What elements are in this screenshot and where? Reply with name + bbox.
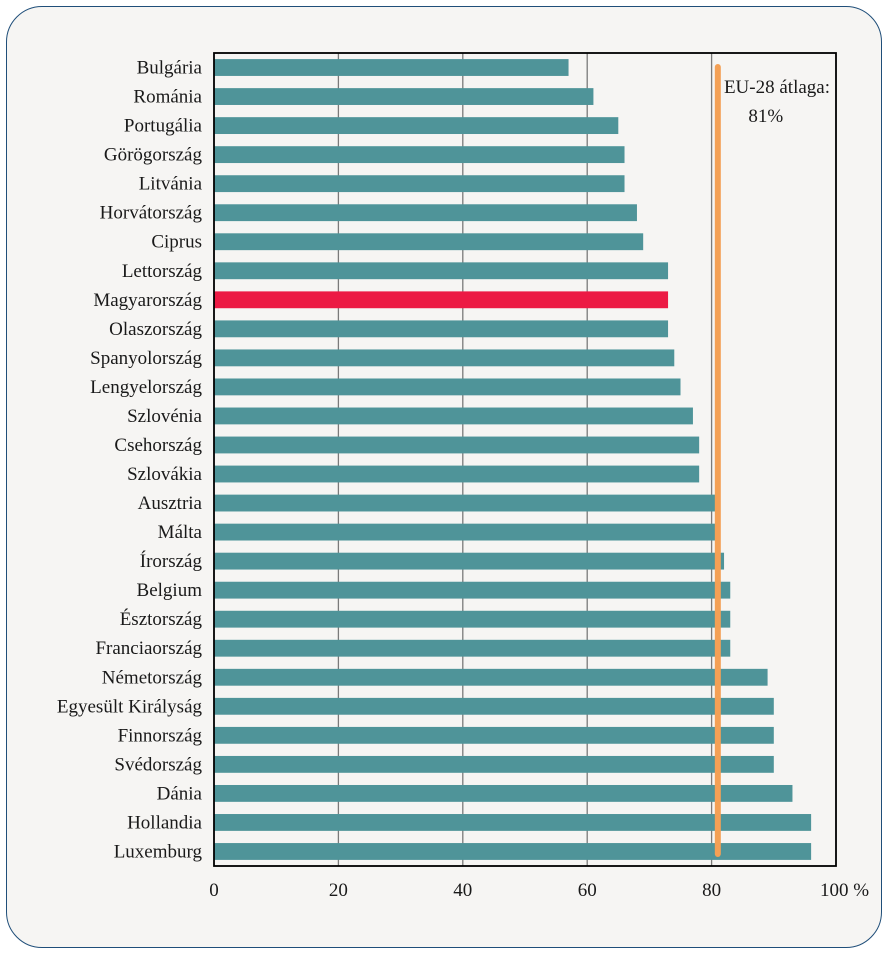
bar <box>214 755 774 773</box>
bar <box>214 88 594 105</box>
bar <box>214 146 625 164</box>
category-label: Szlovénia <box>127 406 202 427</box>
grid-lines <box>337 53 713 866</box>
category-label: Lettország <box>122 261 203 282</box>
category-label: Magyarország <box>93 290 202 311</box>
category-label: Belgium <box>137 580 203 601</box>
bar <box>214 552 725 570</box>
x-tick-label: 20 <box>329 880 348 901</box>
category-label: Portugália <box>124 116 203 137</box>
x-tick-label: 100 % <box>820 880 869 901</box>
bar <box>214 581 731 599</box>
category-label: Bulgária <box>137 58 203 79</box>
category-label: Dánia <box>157 783 203 804</box>
bar <box>214 494 718 512</box>
bar <box>214 668 768 686</box>
category-label: Románia <box>133 87 202 108</box>
category-label: Görögország <box>104 145 203 166</box>
bars <box>214 59 812 860</box>
bar <box>214 523 718 541</box>
bar <box>214 843 812 860</box>
x-tick-label: 0 <box>209 880 219 901</box>
x-tick-label: 60 <box>578 880 597 901</box>
x-tick-labels: 0 20 40 60 80 100 % <box>209 880 869 901</box>
bar <box>214 117 619 135</box>
reference-label-line1: EU-28 átlaga: <box>724 77 830 98</box>
bar <box>214 784 793 802</box>
bar <box>214 697 774 715</box>
bar <box>214 814 812 831</box>
bar <box>214 726 774 744</box>
bar <box>214 320 669 338</box>
category-label: Horvátország <box>100 203 203 224</box>
category-label: Írország <box>140 550 203 572</box>
reference-label-line2: 81% <box>748 106 783 127</box>
category-label: Málta <box>158 522 203 543</box>
category-label: Németország <box>102 667 203 688</box>
category-label: Hollandia <box>127 812 202 833</box>
bar-highlight <box>214 291 669 309</box>
bar <box>214 436 700 454</box>
bar <box>214 378 681 396</box>
bar <box>214 59 569 76</box>
plot-border <box>213 52 837 867</box>
bar <box>214 639 731 657</box>
category-label: Szlovákia <box>127 464 202 485</box>
bar <box>214 407 693 425</box>
bar <box>214 349 675 367</box>
bar <box>214 610 731 628</box>
bar <box>214 204 637 222</box>
x-tick-label: 40 <box>453 880 472 901</box>
bar <box>214 233 644 251</box>
reference-label: EU-28 átlaga: 81% <box>724 77 830 127</box>
bar <box>214 465 700 483</box>
bar <box>214 262 669 280</box>
category-labels: Bulgária Románia Portugália Görögország Litv… <box>57 58 203 863</box>
category-label: Svédország <box>114 754 202 775</box>
category-label: Észtország <box>120 608 203 630</box>
category-label: Litvánia <box>139 174 203 195</box>
category-label: Franciaország <box>95 638 202 659</box>
category-label: Egyesült Királyság <box>57 696 203 717</box>
category-label: Finnország <box>118 725 203 746</box>
category-label: Olaszország <box>109 319 202 340</box>
bar <box>214 175 625 193</box>
category-label: Luxemburg <box>114 841 203 862</box>
category-label: Spanyolország <box>90 348 202 369</box>
category-label: Ciprus <box>151 232 202 253</box>
x-tick-label: 80 <box>702 880 721 901</box>
category-label: Csehország <box>114 435 202 456</box>
category-label: Ausztria <box>138 493 203 514</box>
category-label: Lengyelország <box>90 377 202 398</box>
